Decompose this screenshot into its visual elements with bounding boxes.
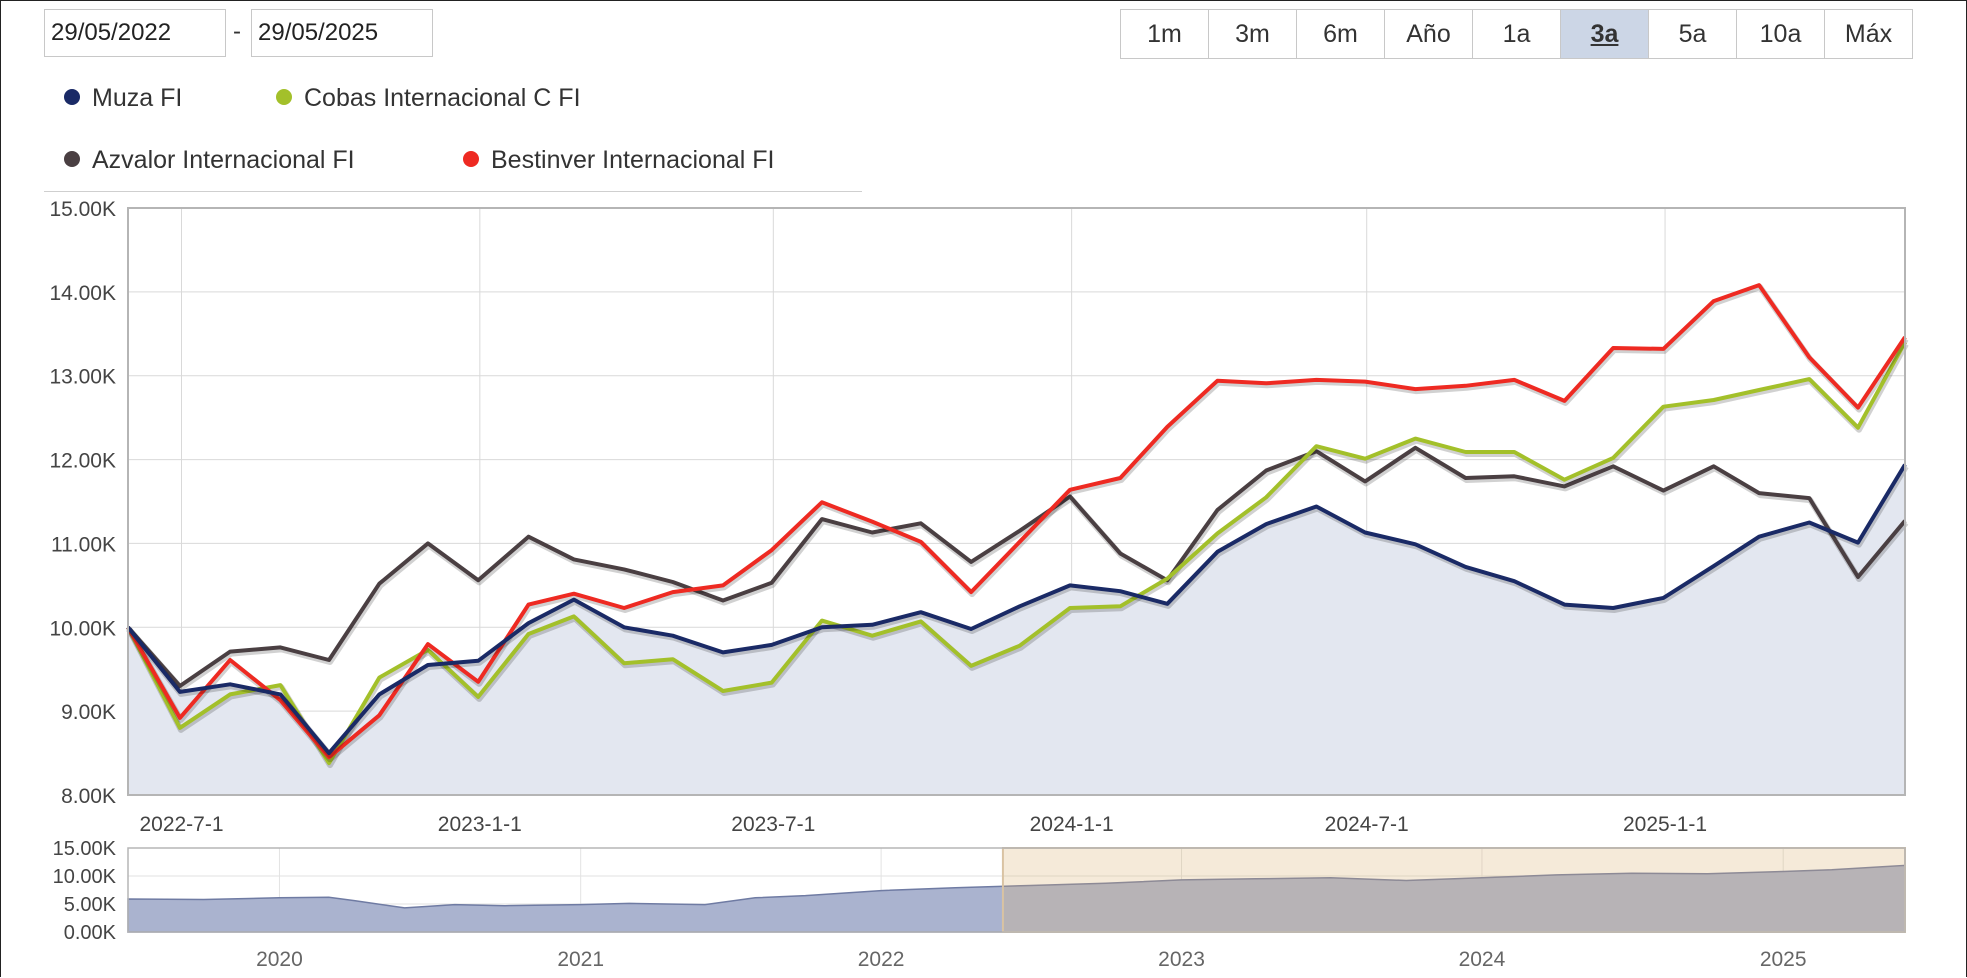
- series-line-muza-fi: [126, 463, 1907, 756]
- series-line-bestinver-internacional-fi: [126, 283, 1907, 760]
- legend-divider: [44, 191, 862, 192]
- legend-dot-icon: [64, 151, 80, 168]
- x-tick-label: 2022-7-1: [139, 813, 223, 836]
- y-tick-label: 12.00K: [49, 450, 116, 473]
- series-line-cobas-internacional-c-fi: [126, 341, 1907, 766]
- y-tick-label: 14.00K: [49, 282, 116, 305]
- range-selector: 1m 3m 6m Año 1a 3a 5a 10a Máx: [1120, 9, 1913, 59]
- range-button-3m[interactable]: 3m: [1209, 10, 1297, 58]
- y-tick-label: 10.00K: [49, 617, 116, 640]
- nav-x-tick-label: 2021: [557, 948, 604, 971]
- x-tick-label: 2024-7-1: [1325, 813, 1409, 836]
- legend-dot-icon: [463, 151, 479, 168]
- legend-label: Bestinver Internacional FI: [491, 146, 775, 174]
- legend-item-cobas[interactable]: Cobas Internacional C FI: [276, 84, 581, 113]
- legend-dot-icon: [64, 89, 80, 106]
- nav-x-tick-label: 2025: [1760, 948, 1807, 971]
- nav-x-tick-label: 2020: [256, 948, 303, 971]
- plot-border: [127, 207, 1906, 796]
- range-button-5y[interactable]: 5a: [1649, 10, 1737, 58]
- x-tick-label: 2025-1-1: [1623, 813, 1707, 836]
- nav-x-tick-label: 2022: [858, 948, 905, 971]
- nav-border: [127, 847, 1906, 933]
- legend-item-azvalor[interactable]: Azvalor Internacional FI: [64, 146, 355, 175]
- y-tick-label: 15.00K: [49, 198, 116, 221]
- nav-x-tick-label: 2024: [1459, 948, 1506, 971]
- series-shadow-muza-fi: [126, 465, 1909, 759]
- legend-item-muza[interactable]: Muza FI: [64, 84, 182, 113]
- navigator-selection-window: [1001, 847, 1906, 933]
- nav-y-tick-label: 15.00K: [53, 840, 117, 860]
- y-tick-label: 11.00K: [51, 533, 116, 556]
- nav-x-tick-label: 2023: [1158, 948, 1205, 971]
- nav-y-tick-label: 0.00K: [64, 922, 117, 944]
- legend-item-bestinver[interactable]: Bestinver Internacional FI: [463, 146, 774, 175]
- date-separator: -: [233, 18, 241, 45]
- legend-label: Cobas Internacional C FI: [304, 84, 581, 112]
- y-tick-label: 8.00K: [61, 785, 116, 808]
- range-button-6m[interactable]: 6m: [1297, 10, 1385, 58]
- legend-label: Azvalor Internacional FI: [92, 146, 355, 174]
- range-button-ytd[interactable]: Año: [1385, 10, 1473, 58]
- y-tick-label: 13.00K: [49, 366, 116, 389]
- x-tick-label: 2024-1-1: [1030, 813, 1114, 836]
- range-button-1m[interactable]: 1m: [1121, 10, 1209, 58]
- date-to-input[interactable]: 29/05/2025: [251, 9, 433, 57]
- nav-y-tick-label: 10.00K: [53, 866, 117, 888]
- x-tick-label: 2023-7-1: [731, 813, 815, 836]
- date-from-input[interactable]: 29/05/2022: [44, 9, 226, 57]
- muza-area-fill: [128, 464, 1905, 795]
- x-tick-label: 2023-1-1: [438, 813, 522, 836]
- navigator-chart[interactable]: 0.00K 5.00K 10.00K 15.00K 2020 2021 2022 2023 20…: [0, 840, 1967, 978]
- main-line-chart[interactable]: 8.00K 9.00K 10.00K 11.00K 12.00K 13.00K 14.00K…: [0, 190, 1967, 850]
- range-button-3y[interactable]: 3a: [1561, 10, 1649, 58]
- legend-dot-icon: [276, 89, 292, 106]
- series-line-azvalor-internacional-fi: [126, 445, 1907, 688]
- nav-area: [127, 864, 1906, 933]
- range-button-10y[interactable]: 10a: [1737, 10, 1825, 58]
- range-button-1y[interactable]: 1a: [1473, 10, 1561, 58]
- y-tick-label: 9.00K: [61, 701, 116, 724]
- legend-label: Muza FI: [92, 84, 183, 112]
- range-button-max[interactable]: Máx: [1844, 20, 1893, 48]
- nav-y-tick-label: 5.00K: [64, 894, 117, 916]
